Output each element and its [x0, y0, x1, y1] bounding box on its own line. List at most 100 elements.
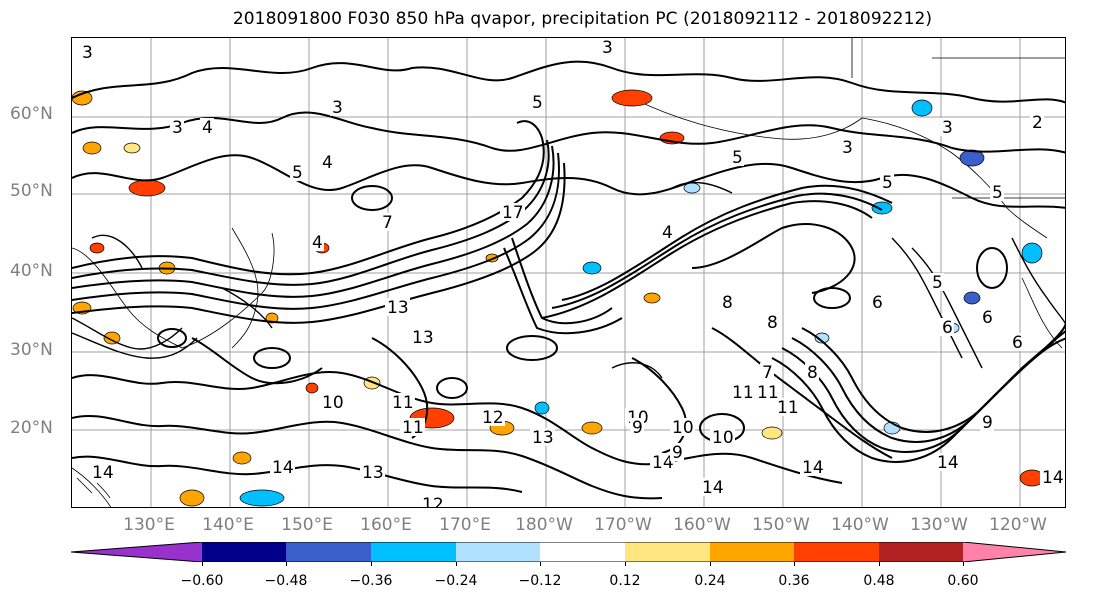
lat-label-60n: 60°N: [10, 104, 53, 124]
contour-label-background: [730, 148, 744, 166]
contour-label-background: [385, 298, 410, 316]
contour-label: 10: [322, 393, 344, 413]
precipitation-patch: [72, 90, 93, 106]
contour-label-background: [1030, 113, 1044, 131]
contour-label: 9: [632, 418, 643, 438]
contour-label-background: [390, 393, 415, 411]
contour-label-background: [360, 463, 385, 481]
contour-label: 13: [532, 428, 554, 448]
precipitation-patch: [89, 242, 105, 254]
lon-label-170e: 170°E: [439, 515, 491, 535]
precipitation-patch: [963, 291, 981, 305]
contour-label-background: [840, 138, 854, 156]
contour-label: 11: [777, 398, 799, 418]
contour-label: 3: [842, 138, 853, 158]
contour-label: 8: [767, 313, 778, 333]
precipitation-patch: [128, 179, 166, 197]
minor-contours: [72, 181, 1065, 379]
contour-label: 14: [702, 478, 724, 498]
contour-label-background: [320, 393, 345, 411]
colorbar-segment-lower-extension: [71, 542, 202, 562]
colorbar-tick-label: 0.12: [609, 573, 641, 589]
contour-label-background: [270, 458, 295, 476]
precipitation-patch: [179, 489, 205, 507]
colorbar-tickmark: [286, 562, 287, 566]
contour-label: 4: [312, 233, 323, 253]
contour-label-background: [1040, 468, 1065, 486]
colorbar-segment: [710, 542, 794, 562]
contour-label: 7: [382, 213, 393, 233]
contour-label-background: [200, 118, 214, 136]
precipitation-patch: [582, 261, 602, 275]
contour-label: 8: [807, 363, 818, 383]
colorbar-segment: [794, 542, 879, 562]
lon-label-130e: 130°E: [123, 515, 175, 535]
contour-label-background: [410, 328, 435, 346]
lat-label-30n: 30°N: [10, 340, 53, 360]
contour-label: 11: [757, 383, 779, 403]
contour-label-background: [720, 293, 734, 311]
lon-label-150w: 150°W: [752, 515, 810, 535]
contour-label: 14: [652, 453, 674, 473]
map-panel[interactable]: 3333545332544455717131311111010121313121…: [71, 37, 1066, 508]
colorbar-segment: [456, 542, 540, 562]
contour-label-background: [980, 413, 994, 431]
colorbar-tickmark: [710, 562, 711, 566]
precipitation-patch: [265, 312, 279, 324]
contour-label-background: [700, 478, 725, 496]
contour-label: 3: [942, 118, 953, 138]
lat-label-50n: 50°N: [10, 181, 53, 201]
contour-label-background: [710, 428, 735, 446]
colorbar-tickmark: [879, 562, 880, 566]
contour-label-background: [330, 98, 344, 116]
contour-label-background: [940, 318, 954, 336]
contour-label-background: [530, 93, 544, 111]
contour-label: 14: [1042, 468, 1064, 488]
contour-label: 13: [412, 328, 434, 348]
contour-label: 5: [292, 163, 303, 183]
contour-label: 6: [872, 293, 883, 313]
map-gridlines: [72, 38, 1065, 507]
colorbar-tickmark: [963, 562, 964, 566]
precipitation-patch: [814, 332, 830, 344]
contour-label-background: [80, 43, 94, 61]
contour-label-background: [755, 383, 780, 401]
lon-label-140e: 140°E: [202, 515, 254, 535]
contour-label-background: [935, 453, 960, 471]
contour-label-background: [765, 313, 779, 331]
precipitation-patch: [534, 401, 550, 415]
colorbar-tick-label: −0.24: [434, 573, 478, 589]
contour-label: 12: [482, 408, 504, 428]
contour-label-background: [500, 203, 525, 221]
colorbar-tick-label: 0.48: [863, 573, 895, 589]
contour-label-background: [730, 383, 755, 401]
colorbar-tick-label: 0.36: [778, 573, 810, 589]
lat-label-20n: 20°N: [10, 418, 53, 438]
contour-label: 14: [92, 463, 114, 483]
contour-label-background: [775, 398, 800, 416]
contour-label-background: [480, 408, 505, 426]
colorbar-tick-label: −0.12: [518, 573, 562, 589]
colorbar-segment: [879, 542, 963, 562]
contour-label: 7: [762, 363, 773, 383]
colorbar-segment-upper-extension: [963, 542, 1066, 562]
contour-label-background: [660, 223, 674, 241]
contour-label: 9: [982, 413, 993, 433]
colorbar-tick-label: 0.60: [947, 573, 979, 589]
contour-label-background: [940, 118, 954, 136]
colorbar-segment: [202, 542, 286, 562]
colorbar-segment: [371, 542, 456, 562]
contour-label: 4: [322, 153, 333, 173]
contour-label-background: [800, 458, 825, 476]
contour-label-background: [310, 233, 324, 251]
contour-label: 12: [422, 495, 444, 508]
contour-label: 11: [732, 383, 754, 403]
lon-label-120w: 120°W: [989, 515, 1047, 535]
contour-label-background: [760, 363, 774, 381]
contour-label: 9: [672, 443, 683, 463]
contour-label: 14: [802, 458, 824, 478]
colorbar-tickmark: [625, 562, 626, 566]
contour-label-background: [380, 213, 394, 231]
contour-label: 5: [732, 148, 743, 168]
map-canvas: 3333545332544455717131311111010121313121…: [72, 38, 1065, 508]
